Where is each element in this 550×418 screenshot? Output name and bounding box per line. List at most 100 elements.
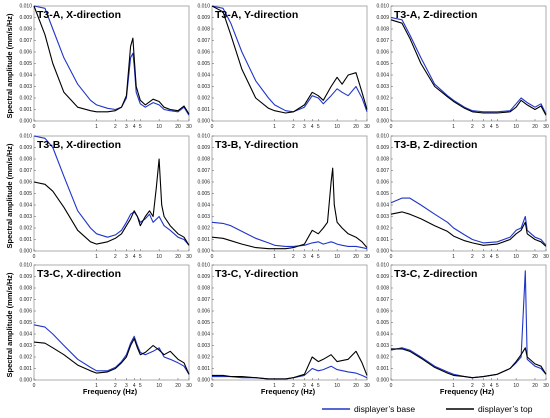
y-tick-label: 0.000 — [197, 378, 210, 384]
y-tick-label: 0.009 — [197, 274, 210, 280]
y-tick-label: 0.005 — [197, 191, 210, 197]
y-tick-label: 0.003 — [197, 214, 210, 220]
y-tick-label: 0.005 — [376, 191, 389, 197]
y-tick-label: 0.006 — [197, 180, 210, 186]
series-line-base — [211, 221, 368, 250]
y-axis-label-row-2: Spectral amplitude (mm/s/Hz) — [5, 143, 14, 249]
x-tick-label: 0 — [211, 383, 214, 389]
series-line-base — [211, 5, 368, 113]
y-tick-label: 0.006 — [376, 180, 389, 186]
x-tick-label: 1 — [95, 383, 98, 389]
series-line-top — [212, 350, 368, 380]
x-tick-label: 4 — [133, 254, 136, 260]
y-tick-label: 0.009 — [19, 274, 32, 280]
y-tick-label: 0.010 — [19, 4, 32, 10]
legend-label-base: displayer’s base — [354, 404, 415, 414]
y-tick-label: 0.004 — [197, 73, 210, 79]
x-tick-label: 20 — [532, 383, 538, 389]
x-tick-label: 0 — [211, 254, 214, 260]
x-tick-label: 2 — [471, 383, 474, 389]
x-tick-label: 5 — [317, 254, 320, 260]
panel-title: T3-A, Z-direction — [394, 9, 477, 21]
x-tick-label: 1 — [452, 254, 455, 260]
y-tick-label: 0.001 — [19, 107, 32, 113]
series-line-top — [390, 211, 547, 247]
x-tick-label: 4 — [311, 383, 314, 389]
y-tick-label: 0.004 — [197, 332, 210, 338]
x-tick-label: 30 — [186, 124, 192, 130]
x-tick-label: 2 — [292, 124, 295, 130]
y-tick-label: 0.008 — [376, 286, 389, 292]
x-tick-label: 20 — [353, 124, 359, 130]
y-tick-label: 0.009 — [376, 15, 389, 21]
y-tick-label: 0.004 — [376, 203, 389, 209]
panel-title: T3-B, Y-direction — [215, 139, 298, 151]
y-tick-label: 0.010 — [376, 4, 389, 10]
x-tick-label: 2 — [114, 124, 117, 130]
x-tick-label: 20 — [175, 383, 181, 389]
y-tick-label: 0.006 — [19, 180, 32, 186]
y-tick-label: 0.001 — [197, 237, 210, 243]
y-tick-label: 0.005 — [376, 320, 389, 326]
x-tick-label: 1 — [273, 383, 276, 389]
y-tick-label: 0.005 — [19, 61, 32, 67]
y-tick-label: 0.007 — [376, 168, 389, 174]
series-line-base — [33, 5, 190, 116]
y-tick-label: 0.002 — [19, 355, 32, 361]
y-tick-label: 0.005 — [19, 320, 32, 326]
series-line-base — [390, 16, 547, 115]
x-tick-label: 20 — [353, 383, 359, 389]
x-tick-label: 20 — [532, 124, 538, 130]
y-tick-label: 0.004 — [19, 203, 32, 209]
plot-frame — [33, 264, 190, 381]
y-tick-label: 0.001 — [376, 237, 389, 243]
x-tick-label: 2 — [292, 383, 295, 389]
x-tick-label: 4 — [311, 254, 314, 260]
x-tick-label: 3 — [482, 254, 485, 260]
x-tick-label: 30 — [543, 124, 549, 130]
x-tick-label: 2 — [471, 254, 474, 260]
y-tick-label: 0.002 — [197, 355, 210, 361]
y-tick-label: 0.006 — [376, 309, 389, 315]
y-tick-label: 0.009 — [19, 15, 32, 21]
x-tick-label: 4 — [490, 383, 493, 389]
y-tick-label: 0.000 — [376, 378, 389, 384]
x-tick-label: 1 — [452, 124, 455, 130]
y-tick-label: 0.002 — [376, 226, 389, 232]
y-tick-label: 0.000 — [197, 249, 210, 255]
y-tick-label: 0.001 — [197, 366, 210, 372]
y-tick-label: 0.005 — [376, 61, 389, 67]
chart-panel-3: 0.000 0.001 0.002 0.003 0.004 0.005 0.006 0.007… — [376, 4, 549, 130]
y-tick-label: 0.000 — [19, 378, 32, 384]
y-tick-label: 0.007 — [197, 297, 210, 303]
x-tick-label: 0 — [390, 383, 393, 389]
x-tick-label: 1 — [95, 254, 98, 260]
x-tick-label: 5 — [496, 383, 499, 389]
y-tick-label: 0.008 — [19, 286, 32, 292]
x-tick-label: 0 — [33, 124, 36, 130]
y-tick-label: 0.001 — [197, 107, 210, 113]
y-tick-label: 0.009 — [197, 15, 210, 21]
y-tick-label: 0.010 — [197, 263, 210, 269]
x-tick-label: 4 — [133, 124, 136, 130]
y-tick-label: 0.001 — [19, 237, 32, 243]
y-tick-label: 0.000 — [376, 119, 389, 125]
series-line-top — [211, 167, 368, 250]
x-tick-label: 10 — [513, 254, 519, 260]
chart-panel-7: 0.000 0.001 0.002 0.003 0.004 0.005 0.006 0.007… — [19, 263, 192, 389]
x-tick-label: 10 — [513, 383, 519, 389]
y-tick-label: 0.000 — [376, 249, 389, 255]
y-tick-label: 0.007 — [19, 38, 32, 44]
chart-panel-1: 0.000 0.001 0.002 0.003 0.004 0.005 0.006 0.007… — [19, 4, 192, 130]
x-tick-label: 2 — [292, 254, 295, 260]
y-tick-label: 0.001 — [376, 366, 389, 372]
x-tick-label: 0 — [33, 254, 36, 260]
y-tick-label: 0.003 — [376, 343, 389, 349]
y-tick-label: 0.001 — [19, 366, 32, 372]
y-tick-label: 0.002 — [376, 96, 389, 102]
series-line-top — [391, 347, 547, 379]
x-tick-label: 10 — [334, 124, 340, 130]
y-tick-label: 0.006 — [19, 50, 32, 56]
y-tick-label: 0.005 — [197, 61, 210, 67]
